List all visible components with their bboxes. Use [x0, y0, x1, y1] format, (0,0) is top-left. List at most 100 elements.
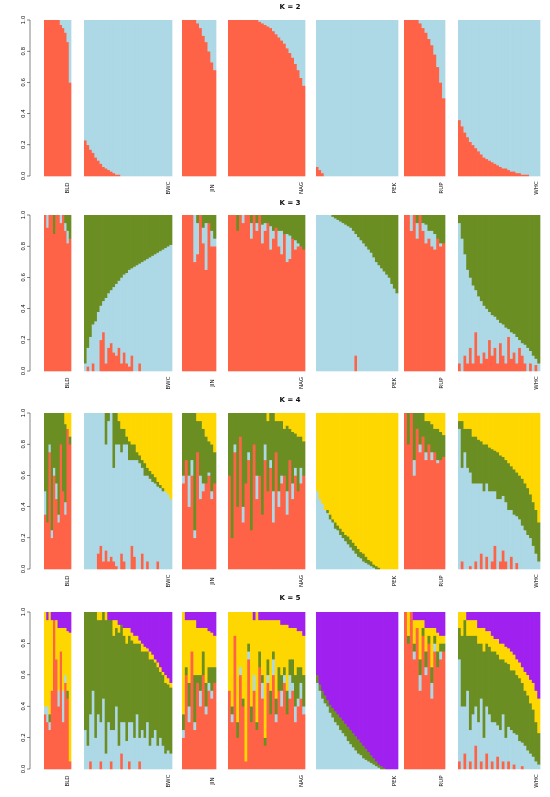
bar-segment	[341, 537, 345, 570]
bar-segment	[474, 413, 478, 437]
bar-segment	[55, 20, 58, 177]
bar-segment	[427, 612, 431, 628]
bar-segment	[323, 509, 327, 570]
bar-segment	[512, 413, 516, 470]
bar-segment	[288, 235, 292, 259]
bar-segment	[537, 363, 541, 372]
bar-segment	[496, 725, 500, 757]
bar-segment	[466, 428, 470, 468]
bar-segment	[377, 612, 381, 765]
population-label: BLD	[65, 775, 71, 786]
bar-segment	[109, 619, 113, 731]
bar-segment	[427, 635, 431, 644]
bar-segment	[241, 215, 245, 224]
bar-segment	[109, 413, 113, 557]
bar-segment	[285, 48, 289, 177]
bar-segment	[499, 455, 503, 500]
bar-segment	[299, 630, 303, 668]
bar-segment	[109, 289, 113, 344]
bar-segment	[485, 308, 489, 359]
bar-segment	[210, 444, 214, 492]
bar-segment	[159, 215, 162, 252]
bar-segment	[318, 612, 322, 685]
bar-segment	[283, 682, 287, 770]
bar-segment	[164, 674, 168, 683]
bar-segment	[91, 152, 95, 177]
bar-segment	[333, 522, 337, 529]
bar-segment	[280, 690, 284, 707]
bar-segment	[354, 545, 358, 554]
bar-segment	[190, 475, 194, 570]
bar-segment	[201, 483, 206, 492]
bar-segment	[283, 20, 287, 44]
bar-segment	[107, 612, 111, 621]
bar-segment	[48, 729, 52, 770]
bar-segment	[258, 475, 262, 570]
bar-segment	[148, 612, 152, 652]
bar-segment	[474, 619, 478, 636]
bar-segment	[102, 612, 106, 699]
population-label: BWC	[166, 574, 172, 587]
bar-segment	[515, 515, 519, 564]
bar-segment	[471, 635, 475, 715]
bar-segment	[187, 413, 191, 476]
bar-segment	[404, 612, 408, 770]
bar-segment	[349, 20, 353, 177]
population-label: PEK	[392, 377, 398, 388]
bar-segment	[339, 729, 342, 770]
bar-segment	[91, 413, 95, 570]
bar-segment	[64, 423, 67, 503]
bar-segment	[512, 764, 516, 770]
bar-segment	[321, 503, 325, 570]
bar-segment	[247, 459, 251, 570]
bar-segment	[250, 215, 254, 224]
bar-segment	[138, 363, 142, 372]
bar-segment	[466, 612, 470, 621]
bar-segment	[526, 534, 530, 570]
bar-segment	[460, 612, 464, 636]
bar-segment	[182, 413, 186, 476]
bar-segment	[359, 20, 363, 177]
bar-segment	[196, 674, 200, 683]
bar-segment	[515, 172, 519, 177]
bar-segment	[274, 452, 278, 570]
bar-segment	[269, 467, 273, 570]
bar-segment	[130, 545, 134, 570]
bar-segment	[199, 690, 203, 707]
bar-segment	[117, 347, 121, 372]
bar-segment	[406, 635, 411, 644]
bar-segment	[128, 20, 131, 177]
bar-segment	[146, 20, 150, 177]
bar-segment	[247, 215, 251, 372]
bar-segment	[496, 756, 500, 770]
bar-segment	[263, 737, 267, 746]
bar-segment	[439, 215, 443, 244]
bar-segment	[412, 612, 417, 621]
bar-segment	[166, 684, 170, 751]
bar-segment	[112, 286, 116, 353]
bar-segment	[339, 20, 342, 177]
bar-segment	[140, 651, 144, 731]
bar-segment	[133, 215, 137, 267]
bar-segment	[430, 215, 434, 231]
bar-segment	[296, 491, 300, 570]
bar-segment	[204, 714, 208, 770]
bar-segment	[427, 420, 431, 445]
bar-segment	[474, 561, 478, 570]
bar-segment	[359, 215, 363, 241]
bar-segment	[288, 258, 292, 372]
bar-segment	[263, 745, 267, 770]
population-block-bld: BLD	[44, 215, 72, 389]
bar-segment	[159, 484, 162, 489]
bar-segment	[490, 314, 494, 356]
population-block-bwc: BWC	[84, 215, 173, 389]
bar-segment	[477, 296, 481, 356]
bar-segment	[488, 612, 492, 632]
bar-segment	[520, 682, 524, 743]
bar-segment	[204, 483, 208, 570]
bar-segment	[515, 659, 519, 676]
population-block-bwc: BWC	[84, 413, 173, 587]
bar-segment	[299, 467, 303, 484]
bar-segment	[507, 328, 511, 337]
bar-segment	[196, 627, 200, 676]
